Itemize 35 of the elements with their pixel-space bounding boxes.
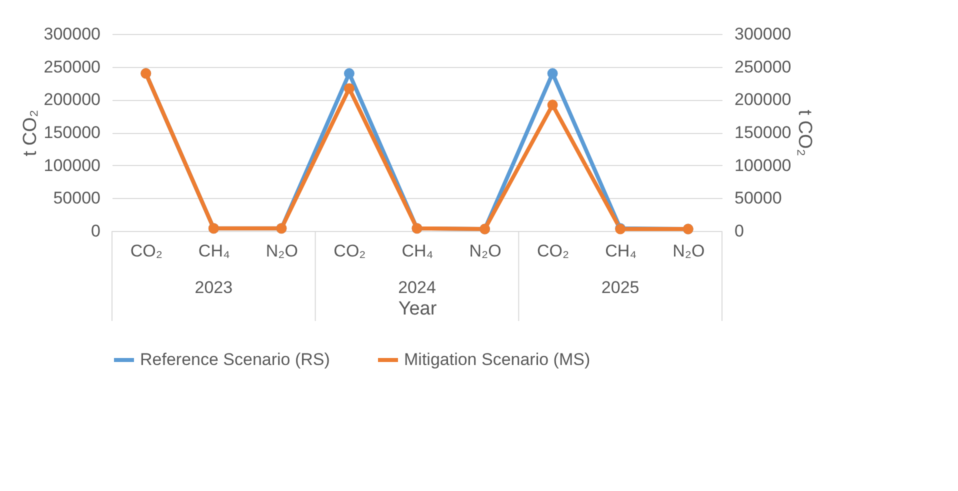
point	[547, 68, 558, 79]
text: 2023	[194, 278, 233, 297]
legend-label: Mitigation Scenario (MS)	[404, 350, 590, 369]
y-tick-label: 0	[91, 222, 100, 240]
y2-tick-label: 100000	[734, 156, 792, 175]
y-tick-label: 300000	[44, 24, 100, 44]
y2-tick-label: 50000	[734, 188, 782, 208]
text: 2025	[601, 278, 640, 297]
x-tick-label: CO₂	[130, 242, 162, 260]
y-tick-label: 250000	[44, 57, 100, 76]
x-tick-label: N₂O	[672, 242, 705, 260]
y-tick-label: 200000	[44, 90, 100, 110]
x-tick-label: CO₂	[334, 242, 366, 260]
y2-tick-label: 200000	[734, 90, 792, 110]
x-tick-label: CH₄	[402, 242, 434, 260]
x-tick-label: N₂O	[469, 242, 502, 260]
x-tick-label: N₂O	[266, 242, 298, 260]
text: 2024	[398, 278, 436, 297]
y-axis-title: t CO₂	[20, 110, 41, 156]
point	[344, 83, 354, 94]
legend-label: Reference Scenario (RS)	[140, 350, 330, 369]
y2-tick-label: 300000	[734, 24, 792, 44]
point	[344, 68, 354, 79]
x-axis-title: Year	[398, 298, 438, 320]
y-tick-label: 50000	[53, 188, 100, 208]
y2-tick-label: 0	[734, 222, 744, 240]
x-tick-label: CH₄	[198, 242, 230, 260]
y2-tick-label: 150000	[734, 123, 792, 142]
x-tick-label: CO₂	[537, 242, 570, 260]
y2-axis-title: t CO₂	[794, 110, 816, 156]
point	[547, 100, 558, 110]
y-tick-label: 150000	[44, 123, 100, 142]
y2-tick-label: 250000	[734, 57, 792, 76]
y-tick-label: 100000	[44, 156, 100, 175]
x-tick-label: CH₄	[605, 242, 637, 260]
